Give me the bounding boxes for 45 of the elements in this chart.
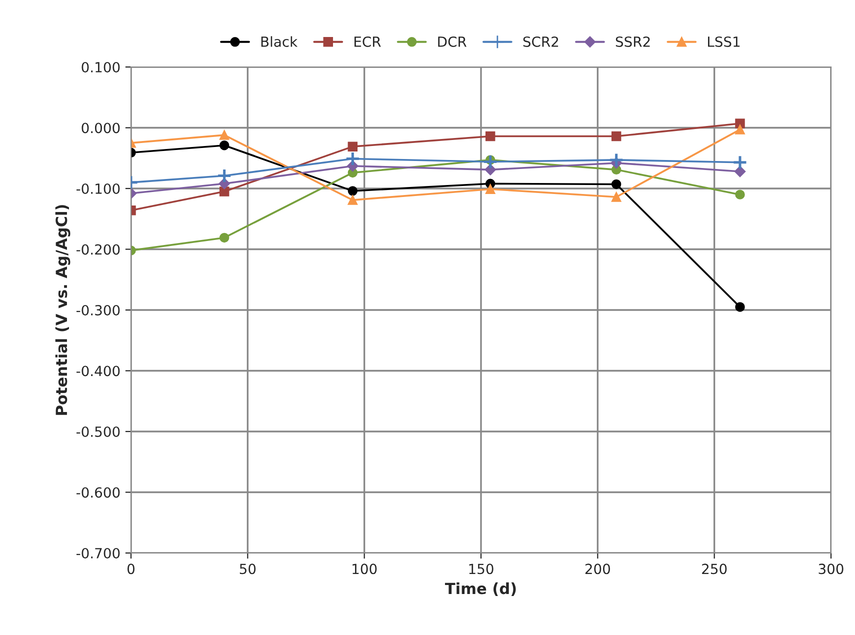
point [608,152,624,168]
legend-label: DCR [438,36,466,47]
y-tick-label: -0.400 [76,366,120,376]
x-axis-title: Time (d) [444,582,516,596]
x-tick-label: 300 [818,564,844,574]
y-axis-title: Potential (V vs. Ag/AgCl) [55,205,70,415]
y-tick-label: -0.300 [76,304,120,316]
x-tick-label: 250 [702,564,727,574]
point [219,186,230,196]
legend-label: LSS1 [708,36,740,47]
y-tick-label: -0.200 [76,244,120,255]
y-tick-label: 0.100 [82,62,120,72]
point [735,124,745,134]
legend-label: Black [261,36,298,47]
point [348,186,358,196]
point [611,179,622,190]
point [216,168,232,184]
point [219,140,230,150]
point [482,154,498,170]
x-tick-label: 100 [352,564,377,574]
point [219,232,230,243]
x-tick-label: 150 [469,564,494,574]
x-tick-label: 200 [585,564,610,574]
point [219,130,230,140]
point [735,190,745,200]
x-tick-label: 50 [240,564,256,574]
y-tick-label: 0.000 [82,122,120,134]
point [348,195,358,205]
point [735,302,745,312]
point [732,154,748,170]
legend-label: ECR [354,36,381,47]
y-tick-label: -0.100 [76,183,120,194]
y-tick-label: -0.500 [76,426,120,437]
point [485,184,496,194]
legend-label: SCR2 [523,36,558,47]
point [345,151,360,166]
point [734,166,746,178]
legend-label: SSR2 [616,36,650,47]
point [485,131,496,142]
y-tick-label: -0.600 [76,487,120,498]
point [348,142,358,152]
point [611,131,622,142]
x-tick-label: 0 [127,564,134,574]
y-tick-label: -0.700 [76,548,120,558]
point [611,192,622,202]
